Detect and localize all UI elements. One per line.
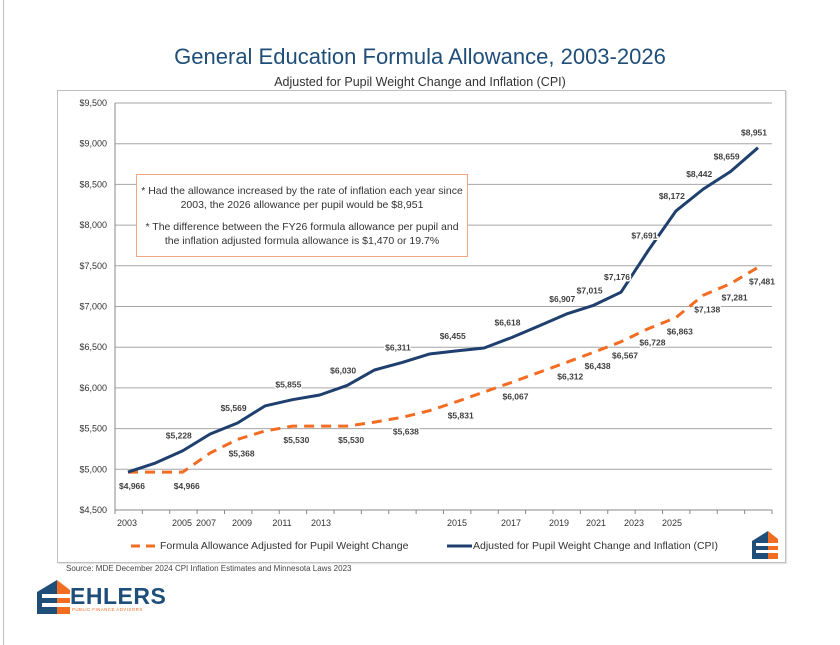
data-label: $7,015 [577,285,603,295]
solid-line-swatch [447,544,472,548]
y-tick-label: $9,000 [79,139,107,149]
data-label: $5,368 [229,448,255,458]
chart-frame [57,90,786,563]
data-label: $7,691 [631,230,657,240]
x-tick-label: 2017 [501,518,521,528]
x-tick-label: 2007 [196,518,216,528]
x-tick-label: 2009 [232,518,252,528]
ehlers-small-logo-icon [752,531,778,559]
legend-item-inflation: Adjusted for Pupil Weight Change and Inf… [447,540,718,552]
x-tick-label: 2019 [549,518,569,528]
ehlers-logo: EHLERS PUBLIC FINANCE ADVISORS [37,580,166,619]
data-label: $5,228 [166,431,192,441]
data-label: $7,138 [694,304,720,314]
data-label: $6,438 [585,361,611,371]
data-label: $6,311 [385,343,411,353]
data-label: $5,855 [275,380,301,390]
page-border [3,0,4,645]
data-label: $6,030 [330,365,356,375]
chart-title: General Education Formula Allowance, 200… [174,44,666,69]
annotation-line-2: * The difference between the FY26 formul… [145,221,459,247]
annotation-box: * Had the allowance increased by the rat… [136,174,468,257]
y-tick-label: $4,500 [79,505,107,515]
y-tick-label: $6,500 [79,342,107,352]
data-label: $6,455 [440,331,466,341]
data-label: $8,659 [714,151,740,161]
y-tick-label: $7,500 [79,261,107,271]
legend-item-formula: Formula Allowance Adjusted for Pupil Wei… [130,540,408,552]
x-tick-label: 2025 [662,518,682,528]
y-tick-label: $8,000 [79,220,107,230]
data-label: $4,966 [119,481,145,491]
x-tick-label: 2021 [586,518,606,528]
logo-tagline: PUBLIC FINANCE ADVISORS [72,607,143,612]
x-tick-label: 2023 [624,518,644,528]
series-line-formula [128,266,759,474]
data-label: $6,728 [639,338,665,348]
dashed-line-swatch [131,544,158,548]
data-label: $5,569 [221,403,247,413]
data-label: $6,567 [612,351,638,361]
data-label: $7,281 [722,293,748,303]
data-label: $5,530 [283,435,309,445]
data-label: $6,618 [494,318,520,328]
y-tick-label: $5,500 [79,424,107,434]
ehlers-logo-icon [37,580,70,614]
data-label: $8,442 [686,169,712,179]
x-tick-label: 2015 [447,518,467,528]
y-tick-label: $9,500 [79,98,107,108]
source-note: Source: MDE December 2024 CPI Inflation … [66,564,352,573]
series-line-inflation [127,146,759,474]
y-tick-label: $6,000 [79,383,107,393]
data-label: $6,312 [557,372,583,382]
data-label: $8,951 [741,128,767,138]
logo-name: EHLERS [70,583,167,609]
legend-label-inflation: Adjusted for Pupil Weight Change and Inf… [473,540,718,552]
data-label: $4,966 [174,481,200,491]
x-tick-label: 2005 [172,518,192,528]
data-label: $6,907 [549,294,575,304]
y-tick-label: $8,500 [79,179,107,189]
annotation-line-1: * Had the allowance increased by the rat… [141,185,463,211]
chart-subtitle: Adjusted for Pupil Weight Change and Inf… [274,75,566,89]
data-label: $5,530 [338,435,364,445]
data-label: $7,481 [749,276,775,286]
data-label: $5,638 [393,426,419,436]
data-label: $7,176 [604,272,630,282]
data-label: $6,863 [667,327,693,337]
data-label: $6,067 [502,391,528,401]
legend-label-formula: Formula Allowance Adjusted for Pupil Wei… [160,540,409,552]
y-tick-label: $7,000 [79,302,107,312]
y-tick-label: $5,000 [79,464,107,474]
x-tick-label: 2003 [117,518,137,528]
data-label: $8,172 [659,191,685,201]
x-tick-label: 2013 [311,518,331,528]
x-tick-label: 2011 [272,518,291,528]
data-label: $5,831 [448,411,474,421]
